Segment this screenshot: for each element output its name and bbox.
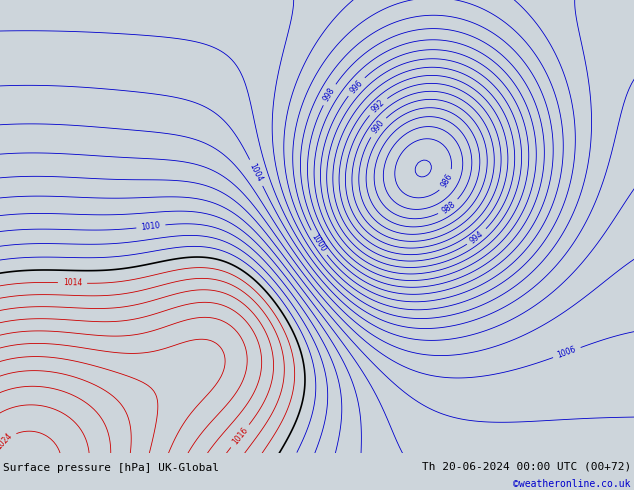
Text: 986: 986 xyxy=(439,172,455,189)
Text: Th 20-06-2024 00:00 UTC (00+72): Th 20-06-2024 00:00 UTC (00+72) xyxy=(422,461,631,471)
Text: 1016: 1016 xyxy=(231,426,250,446)
Text: 1010: 1010 xyxy=(141,221,161,232)
Text: 1006: 1006 xyxy=(556,345,578,360)
Text: 1000: 1000 xyxy=(309,232,328,253)
Text: 1024: 1024 xyxy=(0,432,14,452)
Text: Surface pressure [hPa] UK-Global: Surface pressure [hPa] UK-Global xyxy=(3,463,219,473)
Text: 1013: 1013 xyxy=(261,458,279,479)
Text: 996: 996 xyxy=(348,78,365,95)
Text: 998: 998 xyxy=(321,86,337,103)
Text: 1004: 1004 xyxy=(248,162,264,183)
Text: 992: 992 xyxy=(370,98,386,115)
Text: 1014: 1014 xyxy=(63,278,82,288)
Text: 988: 988 xyxy=(440,199,457,215)
Text: ©weatheronline.co.uk: ©weatheronline.co.uk xyxy=(514,480,631,490)
Text: 1012: 1012 xyxy=(281,455,299,476)
Text: 994: 994 xyxy=(469,229,486,245)
Text: 990: 990 xyxy=(370,119,386,136)
